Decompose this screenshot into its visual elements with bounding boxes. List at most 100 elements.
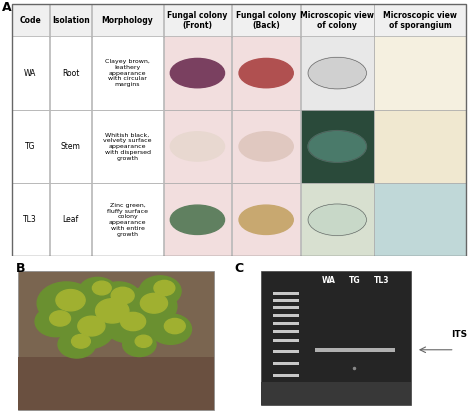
Circle shape xyxy=(72,334,91,348)
Bar xyxy=(273,292,299,295)
Bar xyxy=(261,271,411,405)
Circle shape xyxy=(123,286,177,326)
Bar xyxy=(273,339,299,342)
Bar xyxy=(374,183,466,256)
Text: TG: TG xyxy=(348,276,360,285)
Text: TG: TG xyxy=(25,142,36,151)
Bar xyxy=(261,382,411,405)
Circle shape xyxy=(170,58,225,88)
Bar xyxy=(232,110,300,183)
Bar xyxy=(301,110,374,183)
Text: Microscopic view
of colony: Microscopic view of colony xyxy=(301,11,374,30)
Text: Fungal colony
(Front): Fungal colony (Front) xyxy=(167,11,228,30)
Text: Leaf: Leaf xyxy=(63,215,79,224)
Text: Root: Root xyxy=(62,68,79,78)
Bar xyxy=(92,183,163,256)
Circle shape xyxy=(135,335,152,347)
Text: Morphology: Morphology xyxy=(101,16,154,25)
Bar xyxy=(50,110,91,183)
Text: Isolation: Isolation xyxy=(52,16,90,25)
Text: WA: WA xyxy=(24,68,36,78)
Bar xyxy=(164,110,231,183)
Bar xyxy=(12,36,49,110)
Circle shape xyxy=(96,299,129,323)
Circle shape xyxy=(96,282,141,315)
Text: Microscopic view
of sporangium: Microscopic view of sporangium xyxy=(383,11,457,30)
Circle shape xyxy=(154,280,175,296)
Circle shape xyxy=(123,332,156,357)
Circle shape xyxy=(104,306,154,343)
Circle shape xyxy=(35,306,77,337)
Text: Stem: Stem xyxy=(61,142,81,151)
Circle shape xyxy=(239,132,293,161)
Bar xyxy=(92,110,163,183)
Bar xyxy=(12,183,49,256)
Circle shape xyxy=(308,204,366,236)
Circle shape xyxy=(239,205,293,234)
Text: B: B xyxy=(16,262,26,275)
Text: C: C xyxy=(235,262,244,275)
Circle shape xyxy=(50,311,71,326)
Circle shape xyxy=(139,276,181,306)
Bar xyxy=(341,348,368,352)
Bar xyxy=(315,348,342,352)
Bar xyxy=(301,183,374,256)
Bar xyxy=(50,4,91,37)
Bar xyxy=(368,348,395,352)
Text: A: A xyxy=(2,1,12,14)
Circle shape xyxy=(78,316,105,336)
Bar xyxy=(164,4,231,37)
Bar xyxy=(12,110,49,183)
Circle shape xyxy=(92,281,111,295)
Circle shape xyxy=(170,132,225,161)
Bar xyxy=(92,4,163,37)
Bar xyxy=(273,362,299,365)
Bar xyxy=(164,36,231,110)
Bar xyxy=(18,357,214,410)
Bar xyxy=(273,314,299,317)
Circle shape xyxy=(164,319,185,334)
Circle shape xyxy=(79,277,117,305)
Text: ITS: ITS xyxy=(451,330,467,339)
Text: Zinc green,
fluffy surface
colony
appearance
with entire
growth: Zinc green, fluffy surface colony appear… xyxy=(107,203,148,237)
Bar xyxy=(92,36,163,110)
Text: Fungal colony
(Back): Fungal colony (Back) xyxy=(236,11,296,30)
Text: Code: Code xyxy=(19,16,41,25)
Bar xyxy=(12,4,49,37)
Bar xyxy=(301,36,374,110)
Bar xyxy=(50,183,91,256)
Bar xyxy=(301,4,374,37)
Circle shape xyxy=(37,282,96,324)
Circle shape xyxy=(170,205,225,234)
Bar xyxy=(164,183,231,256)
Circle shape xyxy=(111,287,134,304)
Bar xyxy=(374,4,466,37)
Bar xyxy=(374,36,466,110)
Bar xyxy=(273,374,299,377)
Bar xyxy=(273,306,299,309)
Circle shape xyxy=(75,289,141,338)
Text: WA: WA xyxy=(322,276,336,285)
Bar xyxy=(273,322,299,325)
Circle shape xyxy=(150,314,191,344)
Circle shape xyxy=(140,293,167,313)
Bar xyxy=(50,36,91,110)
Text: TL3: TL3 xyxy=(23,215,37,224)
Bar xyxy=(273,330,299,333)
Bar xyxy=(232,183,300,256)
Circle shape xyxy=(308,131,366,162)
Circle shape xyxy=(308,57,366,89)
Text: Whitish black,
velvety surface
appearance
with dispersed
growth: Whitish black, velvety surface appearanc… xyxy=(103,132,152,161)
Bar xyxy=(232,36,300,110)
Bar xyxy=(232,4,300,37)
Circle shape xyxy=(120,312,146,331)
Circle shape xyxy=(239,58,293,88)
Circle shape xyxy=(60,309,114,349)
Bar xyxy=(273,299,299,302)
Bar xyxy=(273,350,299,353)
Text: TL3: TL3 xyxy=(374,276,389,285)
Bar xyxy=(374,110,466,183)
Text: Clayey brown,
leathery
appearance
with circular
margins: Clayey brown, leathery appearance with c… xyxy=(105,59,150,87)
Circle shape xyxy=(56,289,85,311)
Circle shape xyxy=(58,331,96,358)
